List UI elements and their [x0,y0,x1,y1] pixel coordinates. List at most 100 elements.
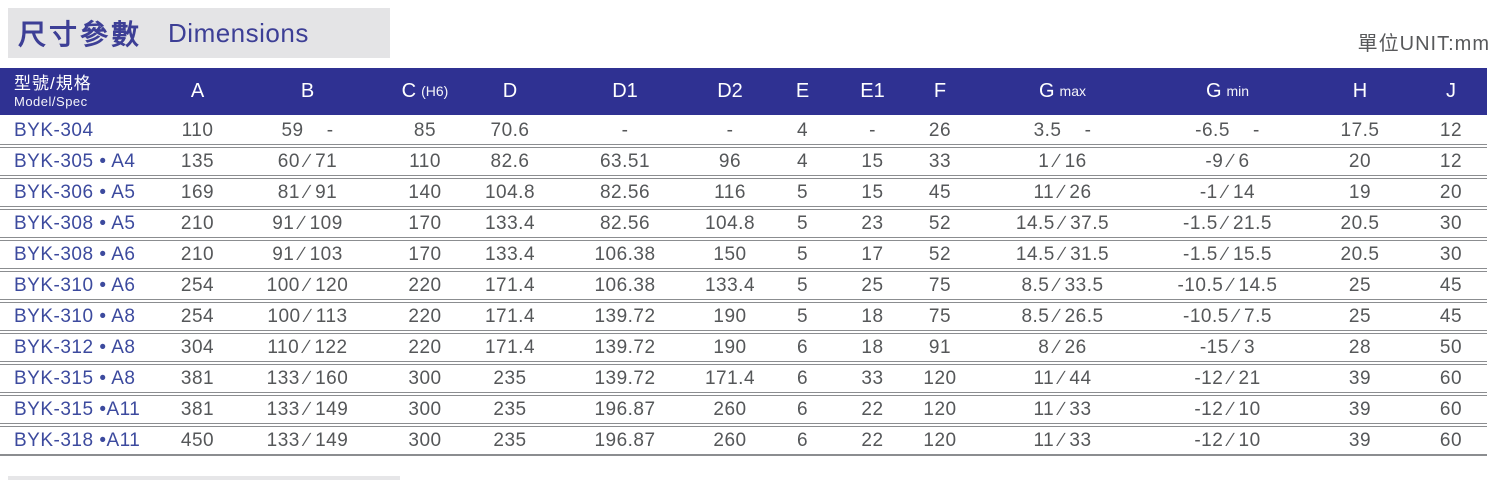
value-cell-A: 254 [180,275,215,296]
value-cell-C: 300 [408,430,442,451]
value-cell-Gmax: 11 ∕ 33 [1033,430,1092,451]
header-cell-C: C (H6) [385,80,465,103]
header-cell-model: 型號/規格 Model/Spec [0,74,165,109]
value-cell-D: 235 [493,430,527,451]
value-cell-D: 235 [493,399,527,420]
value-cell-J: 12 [1439,120,1463,141]
header-cell-J: J [1415,80,1487,103]
table-row: BYK-315 • A8 381 133 ∕ 160 300 235 139.72 171.… [0,364,1487,393]
value-cell-D: 171.4 [484,275,536,296]
table-row: BYK-306 • A5 169 81 ∕ 91 140 104.8 82.56 116 5 1… [0,178,1487,207]
model-cell: BYK-308 • A5 [14,213,136,234]
header-label-H: H [1352,80,1368,102]
value-cell-C: 85 [413,120,437,141]
value-cell-J: 60 [1439,399,1463,420]
header-label-model: 型號/規格 [14,74,92,93]
value-cell-C: 300 [408,399,442,420]
value-cell-Gmin: -9 ∕ 6 [1205,151,1250,172]
value-cell-B: 59 - [281,120,334,141]
value-cell-E: 6 [796,368,809,389]
value-cell-Gmin: -1.5 ∕ 21.5 [1183,213,1272,234]
value-cell-Gmin: -15 ∕ 3 [1199,337,1256,358]
value-cell-H: 19 [1348,182,1372,203]
value-cell-D2: 260 [713,399,747,420]
header-label-Gmin: G [1205,80,1222,102]
header-cell-H: H [1305,80,1415,103]
value-cell-Gmax: 8 ∕ 26 [1038,337,1087,358]
value-cell-C: 110 [409,151,441,172]
value-cell-A: 169 [180,182,215,203]
value-cell-J: 12 [1439,151,1463,172]
value-cell-E1: - [869,120,876,141]
value-cell-A: 254 [180,306,215,327]
header-cell-B: B [230,80,385,103]
table-body: BYK-304 110 59 - 85 70.6 - - 4 - 26 3.5 - -6.5 - 17.… [0,115,1487,456]
value-cell-E1: 18 [861,337,884,358]
value-cell-D2: 104.8 [704,213,756,234]
value-cell-B: 91 ∕ 103 [272,244,343,265]
next-section-box [8,476,400,480]
header-sublabel-Gmax: max [1059,83,1086,99]
value-cell-Gmin: -6.5 - [1195,120,1260,141]
value-cell-D2: 190 [713,337,747,358]
value-cell-E1: 22 [861,430,884,451]
value-cell-B: 100 ∕ 120 [266,275,349,296]
value-cell-D: 82.6 [490,151,530,172]
model-cell: BYK-315 •A11 [14,399,141,420]
value-cell-D1: 106.38 [594,244,656,265]
value-cell-J: 50 [1439,337,1463,358]
value-cell-H: 20.5 [1340,244,1380,265]
value-cell-C: 170 [408,213,442,234]
model-cell: BYK-312 • A8 [14,337,136,358]
value-cell-E: 6 [796,430,809,451]
value-cell-B: 81 ∕ 91 [277,182,338,203]
model-cell: BYK-306 • A5 [14,182,136,203]
model-cell: BYK-305 • A4 [14,151,136,172]
value-cell-F: 75 [928,275,952,296]
value-cell-D1: 139.72 [594,306,656,327]
value-cell-E1: 17 [861,244,884,265]
value-cell-D2: 116 [714,182,746,203]
unit-label: 單位UNIT:mm [1357,33,1490,55]
header-cell-F: F [905,80,975,103]
value-cell-D2: 171.4 [704,368,756,389]
value-cell-B: 133 ∕ 160 [266,368,349,389]
value-cell-C: 300 [408,368,442,389]
value-cell-J: 45 [1439,306,1463,327]
value-cell-F: 52 [928,244,952,265]
value-cell-H: 25 [1348,306,1372,327]
value-cell-A: 304 [180,337,215,358]
table-row: BYK-305 • A4 135 60 ∕ 71 110 82.6 63.51 96 4 15 3… [0,147,1487,176]
value-cell-D1: 139.72 [594,368,656,389]
value-cell-E1: 33 [861,368,884,389]
value-cell-D1: 139.72 [594,337,656,358]
value-cell-E: 5 [796,213,809,234]
value-cell-H: 20.5 [1340,213,1380,234]
table-row: BYK-304 110 59 - 85 70.6 - - 4 - 26 3.5 - -6.5 - 17.… [0,117,1487,145]
table-row: BYK-310 • A8 254 100 ∕ 113 220 171.4 139.72 19… [0,302,1487,331]
value-cell-B: 91 ∕ 109 [272,213,343,234]
value-cell-J: 20 [1439,182,1463,203]
value-cell-Gmin: -10.5 ∕ 14.5 [1177,275,1278,296]
value-cell-Gmin: -1 ∕ 14 [1199,182,1256,203]
value-cell-J: 30 [1439,244,1463,265]
value-cell-Gmax: 11 ∕ 33 [1033,399,1092,420]
header-label-D1: D1 [612,80,638,102]
value-cell-C: 220 [408,275,442,296]
value-cell-Gmax: 3.5 - [1033,120,1092,141]
value-cell-E1: 18 [861,306,884,327]
value-cell-F: 75 [928,306,952,327]
value-cell-E1: 23 [861,213,884,234]
value-cell-E1: 15 [861,151,884,172]
header-label-B: B [300,80,315,102]
table-row: BYK-315 •A11 381 133 ∕ 149 300 235 196.87 260 6… [0,395,1487,424]
value-cell-Gmax: 11 ∕ 44 [1033,368,1092,389]
header-cell-E1: E1 [840,80,905,103]
page-title-en: Dimensions [168,17,309,48]
value-cell-D2: 96 [718,151,742,172]
header-label-C: C [401,80,417,102]
value-cell-D: 171.4 [484,337,536,358]
header-cell-D: D [465,80,555,103]
